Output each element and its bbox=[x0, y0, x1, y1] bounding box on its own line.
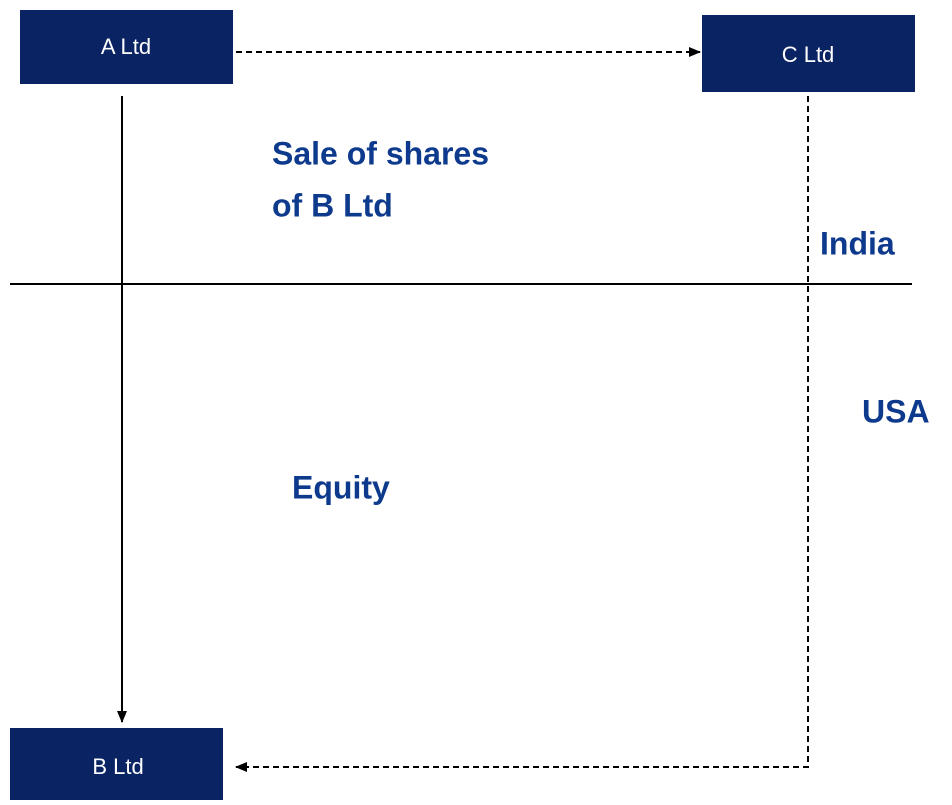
transfer-arrow bbox=[235, 96, 809, 772]
node-box bbox=[20, 10, 233, 84]
node-label: C Ltd bbox=[782, 42, 835, 67]
node-label: A Ltd bbox=[101, 34, 151, 59]
node-label: B Ltd bbox=[92, 754, 143, 779]
india-label: India bbox=[820, 225, 895, 261]
sale-label: Sale of shares bbox=[272, 135, 489, 171]
equity-label: Equity bbox=[292, 469, 390, 505]
sale-label: of B Ltd bbox=[272, 187, 393, 223]
node-box bbox=[10, 728, 223, 800]
node-box bbox=[702, 15, 915, 92]
usa-label: USA bbox=[862, 393, 930, 429]
